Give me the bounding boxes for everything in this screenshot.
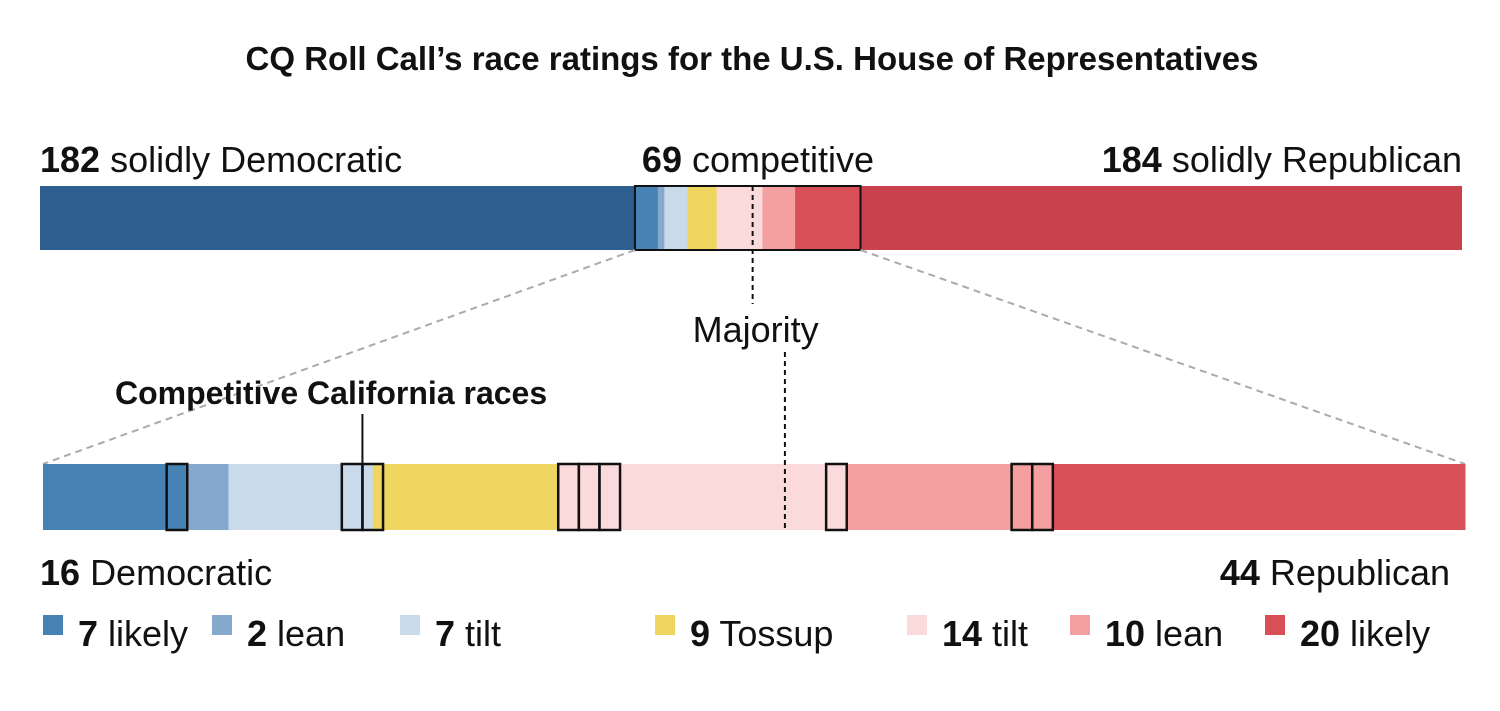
legend-label-tilt_dem: 7 tilt <box>435 613 501 654</box>
california-race-box <box>824 462 848 532</box>
legend-swatch-tossup <box>655 615 675 635</box>
bar-top-lean_rep <box>762 186 796 250</box>
legend-label-likely_dem: 7 likely <box>78 613 188 654</box>
dem-total-count: 16 <box>40 552 80 593</box>
bar-likely_rep <box>1052 464 1466 530</box>
legend-swatch-lean_dem <box>212 615 232 635</box>
competitive-bar <box>43 464 1466 530</box>
legend-label-tilt_rep: 14 tilt <box>942 613 1028 654</box>
dem-total-label: 16 Democratic <box>40 552 272 593</box>
legend-label-tossup: 9 Tossup <box>690 613 833 654</box>
dem-total-text: Democratic <box>90 552 272 593</box>
bar-top-likely_dem <box>634 186 659 250</box>
zoom-connectors <box>42 249 1466 465</box>
competitive-label: 69 competitive <box>642 139 874 180</box>
solid-dem-text: solidly Democratic <box>110 139 402 180</box>
bar-top-tossup <box>687 186 718 250</box>
legend-swatch-likely_rep <box>1265 615 1285 635</box>
solid-rep-count: 184 <box>1102 139 1162 180</box>
california-race-box <box>361 462 385 532</box>
legend-label-lean_rep: 10 lean <box>1105 613 1223 654</box>
legend-label-likely_rep: 20 likely <box>1300 613 1430 654</box>
bar-likely_dem <box>43 464 188 530</box>
bar-tossup <box>372 464 559 530</box>
legend-swatch-tilt_dem <box>400 615 420 635</box>
chart-title: CQ Roll Call’s race ratings for the U.S.… <box>246 40 1259 77</box>
rep-total-count: 44 <box>1220 552 1260 593</box>
competitive-count: 69 <box>642 139 682 180</box>
california-race-boxes <box>165 462 1055 532</box>
rep-total-label: 44 Republican <box>1220 552 1450 593</box>
legend-swatch-likely_dem <box>43 615 63 635</box>
bar-tilt_dem <box>228 464 374 530</box>
california-race-box <box>1030 462 1055 532</box>
competitive-text: competitive <box>692 139 874 180</box>
connector-right <box>860 249 1466 465</box>
bar-solid-dem <box>40 186 635 250</box>
california-race-box <box>598 462 622 532</box>
legend-swatch-tilt_rep <box>907 615 927 635</box>
california-label: Competitive California races <box>115 375 547 411</box>
legend-label-lean_dem: 2 lean <box>247 613 345 654</box>
solid-rep-text: solidly Republican <box>1172 139 1462 180</box>
connector-left <box>42 249 636 465</box>
legend-swatch-lean_rep <box>1070 615 1090 635</box>
overall-bar <box>40 185 1462 251</box>
solid-dem-label: 182 solidly Democratic <box>40 139 402 180</box>
rep-total-text: Republican <box>1270 552 1450 593</box>
bar-tilt_rep <box>558 464 848 530</box>
bar-top-tilt_dem <box>664 186 688 250</box>
bar-lean_dem <box>187 464 229 530</box>
majority-label: Majority <box>693 309 819 350</box>
bar-lean_rep <box>846 464 1054 530</box>
solid-dem-count: 182 <box>40 139 100 180</box>
california-race-box <box>165 462 189 532</box>
bar-top-lean_dem <box>657 186 665 250</box>
bar-top-tilt_rep <box>716 186 763 250</box>
bar-solid-rep <box>860 186 1462 250</box>
bar-top-likely_rep <box>795 186 862 250</box>
solid-rep-label: 184 solidly Republican <box>1102 139 1462 180</box>
competitive-outline <box>633 185 862 251</box>
legend: 7 likely 2 lean 7 tilt 9 Tossup 14 tilt 10 le… <box>43 613 1430 654</box>
